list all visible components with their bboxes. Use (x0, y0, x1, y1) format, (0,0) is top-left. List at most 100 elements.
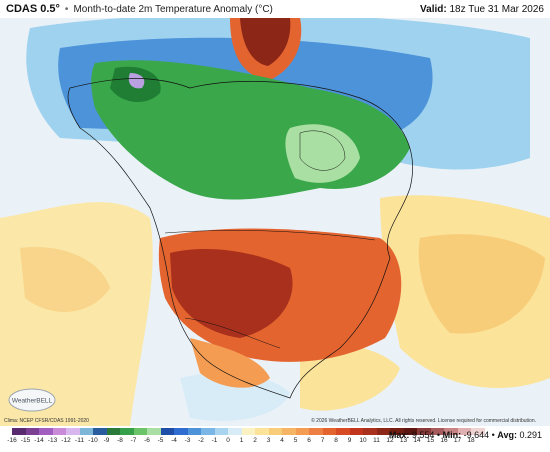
arctic-warm-core (240, 18, 291, 66)
colorbar-cell (403, 428, 417, 435)
colorbar-label: 7 (320, 437, 325, 444)
colorbar-label: -10 (88, 437, 98, 444)
colorbar-cell (160, 428, 174, 435)
avg-value: 0.291 (519, 430, 542, 440)
colorbar-cell (120, 428, 134, 435)
min-value: -9.644 (463, 430, 490, 440)
avg-label: Avg: (497, 430, 517, 440)
colorbar (12, 428, 485, 435)
header-left: CDAS 0.5° • Month-to-date 2m Temperature… (6, 3, 273, 15)
colorbar-label: -14 (34, 437, 44, 444)
colorbar-cell (309, 428, 323, 435)
colorbar-label: 17 (453, 437, 462, 444)
colorbar-cell (471, 428, 485, 435)
colorbar-label: -9 (103, 437, 110, 444)
colorbar-label: -6 (144, 437, 150, 444)
colorbar-label: -5 (157, 437, 164, 444)
colorbar-label: 13 (399, 437, 408, 444)
colorbar-cell (174, 428, 188, 435)
colorbar-cell (268, 428, 282, 435)
colorbar-cell (201, 428, 215, 435)
map-header: CDAS 0.5° • Month-to-date 2m Temperature… (0, 0, 550, 18)
model-name: CDAS 0.5° (6, 3, 60, 15)
colorbar-label: -2 (198, 437, 204, 444)
colorbar-label: 12 (386, 437, 394, 444)
colorbar-label: 14 (413, 437, 421, 444)
colorbar-cell (430, 428, 444, 435)
colorbar-label: -16 (7, 437, 17, 444)
header-separator: • (64, 3, 69, 15)
colorbar-cell (255, 428, 269, 435)
us-mexico-border (184, 317, 281, 349)
colorbar-label: 5 (293, 437, 298, 444)
colorbar-label: 18 (467, 437, 475, 444)
colorbar-label: -15 (20, 437, 31, 444)
colorbar-cell (79, 428, 93, 435)
colorbar-label: 10 (359, 437, 367, 444)
map-title: Month-to-date 2m Temperature Anomaly (°C… (73, 3, 273, 15)
colorbar-label: -3 (184, 437, 191, 444)
colorbar-cell (241, 428, 255, 435)
valid-value: 18z Tue 31 Mar 2026 (449, 3, 544, 15)
weatherbell-logo-svg: WeatherBELL (8, 388, 56, 412)
colorbar-labels: -16 -15 -14 -13 -12 -11 -10 -9 -8 -7 -6 -5 -4 -3 -2 -1 0… (7, 437, 485, 447)
canada-cold-light (285, 124, 360, 183)
valid-time: Valid: 18z Tue 31 Mar 2026 (420, 4, 544, 15)
colorbar-label: -4 (171, 437, 177, 444)
colorbar-cell (187, 428, 201, 435)
colorbar-label: 1 (239, 437, 244, 444)
colorbar-label: 15 (426, 437, 435, 444)
colorbar-label: 9 (347, 437, 352, 444)
alaska-coldest (128, 73, 145, 89)
colorbar-cell (444, 428, 458, 435)
colorbar-cell (52, 428, 66, 435)
colorbar-label: 8 (334, 437, 338, 444)
colorbar-cell (25, 428, 39, 435)
colorbar-label: -1 (211, 437, 218, 444)
colorbar-label: -12 (61, 437, 71, 444)
colorbar-label: 0 (226, 437, 230, 444)
colorbar-label: 3 (266, 437, 271, 444)
tropical-cool-patch (180, 373, 290, 421)
colorbar-cell (295, 428, 309, 435)
colorbar-cell (214, 428, 228, 435)
colorbar-label: 2 (253, 437, 257, 444)
anomaly-map-svg (0, 18, 550, 426)
max-label: Max: (388, 430, 410, 440)
colorbar-cell (66, 428, 80, 435)
colorbar-cell (457, 428, 471, 435)
anomaly-map (0, 18, 550, 426)
climatology-credit: Clima: NCEP CFSR/CDAS 1991-2020 (4, 418, 89, 424)
gulf-warm (300, 344, 400, 411)
colorbar-cell (147, 428, 161, 435)
atlantic-warm-core (418, 234, 545, 334)
colorbar-cell (336, 428, 350, 435)
colorbar-cell (228, 428, 242, 435)
colorbar-label: -11 (75, 437, 84, 444)
colorbar-cell (349, 428, 363, 435)
colorbar-cell (322, 428, 336, 435)
colorbar-cell (93, 428, 107, 435)
colorbar-label: 4 (280, 437, 284, 444)
colorbar-cell (12, 428, 26, 435)
valid-label: Valid: (420, 3, 447, 15)
us-canada-border (164, 230, 376, 241)
weatherbell-logo: WeatherBELL (8, 388, 56, 412)
logo-wordmark: WeatherBELL (12, 398, 53, 405)
colorbar-label: 6 (307, 437, 311, 444)
colorbar-label: -7 (130, 437, 137, 444)
map-stats: Max: 9.554 • Min: -9.644 • Avg: 0.291 (388, 430, 542, 440)
colorbar-cell (106, 428, 120, 435)
copyright-credit: © 2026 WeatherBELL Analytics, LLC. All r… (311, 418, 536, 424)
pacific-warm-core (20, 247, 110, 312)
mexico-warm (190, 338, 270, 388)
us-warm-core (170, 248, 293, 338)
colorbar-cell (390, 428, 404, 435)
colorbar-label: -13 (47, 437, 58, 444)
coastline (67, 78, 413, 399)
colorbar-cell (417, 428, 431, 435)
colorbar-label: -8 (117, 437, 123, 444)
colorbar-cell (363, 428, 377, 435)
colorbar-cell (376, 428, 390, 435)
colorbar-cell (133, 428, 147, 435)
